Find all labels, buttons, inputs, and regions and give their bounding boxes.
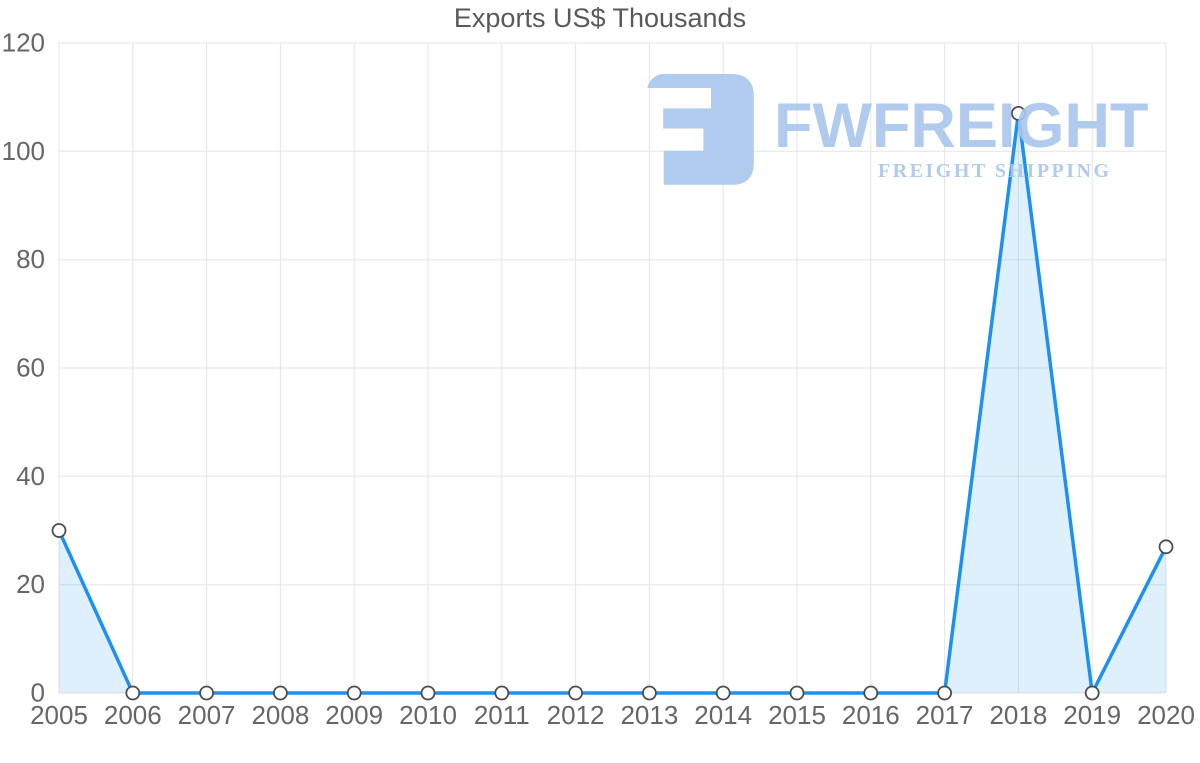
svg-text:2012: 2012 xyxy=(547,700,605,730)
svg-text:2006: 2006 xyxy=(104,700,162,730)
svg-text:80: 80 xyxy=(16,244,45,274)
svg-text:2018: 2018 xyxy=(989,700,1047,730)
svg-text:2013: 2013 xyxy=(620,700,678,730)
svg-text:2009: 2009 xyxy=(325,700,383,730)
svg-text:60: 60 xyxy=(16,353,45,383)
svg-text:2014: 2014 xyxy=(694,700,752,730)
svg-text:100: 100 xyxy=(2,136,45,166)
svg-text:FREIGHT SHIPPING: FREIGHT SHIPPING xyxy=(878,160,1112,182)
svg-text:2010: 2010 xyxy=(399,700,457,730)
svg-text:FWFREIGHT: FWFREIGHT xyxy=(774,91,1148,161)
svg-text:2020: 2020 xyxy=(1137,700,1195,730)
svg-text:2017: 2017 xyxy=(916,700,974,730)
svg-text:2011: 2011 xyxy=(474,700,530,730)
svg-text:2016: 2016 xyxy=(842,700,900,730)
svg-text:2007: 2007 xyxy=(178,700,236,730)
svg-text:2019: 2019 xyxy=(1063,700,1121,730)
svg-text:120: 120 xyxy=(2,28,45,58)
svg-text:20: 20 xyxy=(16,569,45,599)
svg-text:2005: 2005 xyxy=(30,700,88,730)
svg-text:2008: 2008 xyxy=(251,700,309,730)
svg-text:2015: 2015 xyxy=(768,700,826,730)
svg-text:40: 40 xyxy=(16,461,45,491)
